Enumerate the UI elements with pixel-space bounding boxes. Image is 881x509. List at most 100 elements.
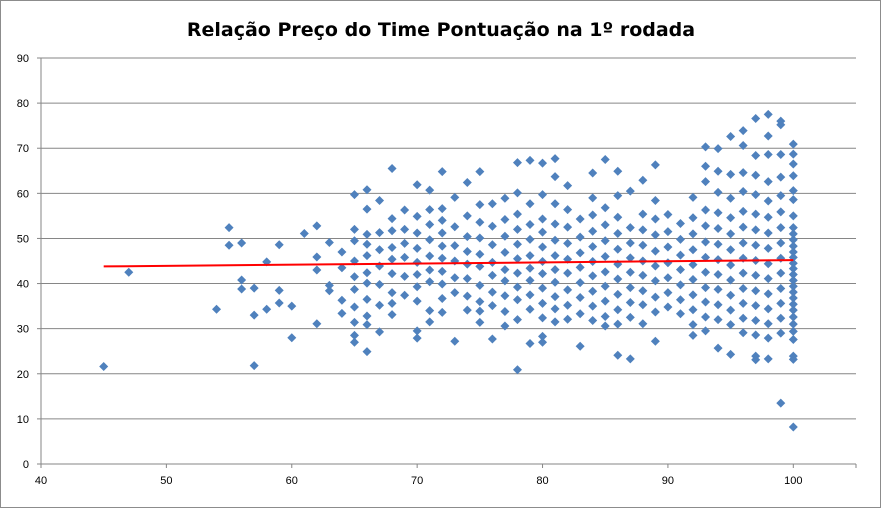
y-tick-label: 10 (17, 414, 29, 426)
data-point (337, 263, 347, 273)
data-point (425, 219, 435, 229)
data-point (563, 268, 573, 278)
data-point (425, 306, 435, 316)
data-point (751, 170, 761, 180)
data-point (512, 365, 522, 375)
data-point (538, 313, 548, 323)
data-point (650, 214, 660, 224)
y-tick-label: 20 (17, 369, 29, 381)
data-point (613, 274, 623, 284)
data-point (575, 248, 585, 258)
data-point (701, 283, 711, 293)
data-point (663, 242, 673, 252)
data-point (675, 280, 685, 290)
data-point (776, 328, 786, 338)
data-point (788, 211, 798, 221)
data-point (738, 222, 748, 232)
data-point (362, 239, 372, 249)
data-point (588, 226, 598, 236)
data-point (675, 250, 685, 260)
data-point (588, 193, 598, 203)
data-point (400, 252, 410, 262)
data-point (726, 260, 736, 270)
y-tick-label: 90 (17, 53, 29, 65)
data-point (450, 241, 460, 251)
data-point (763, 177, 773, 187)
data-point (312, 265, 322, 275)
data-point (751, 190, 761, 200)
data-point (788, 334, 798, 344)
x-tick-label: 50 (160, 475, 172, 487)
data-point (600, 236, 610, 246)
data-point (362, 229, 372, 239)
data-point (701, 267, 711, 277)
data-point (688, 245, 698, 255)
data-point (274, 285, 284, 295)
data-point (412, 180, 422, 190)
data-point (412, 326, 422, 336)
data-point (563, 285, 573, 295)
data-point (224, 240, 234, 250)
data-point (713, 239, 723, 249)
data-point (588, 168, 598, 178)
data-point (763, 274, 773, 284)
data-point (400, 224, 410, 234)
data-point (751, 270, 761, 280)
data-point (412, 257, 422, 267)
data-point (763, 212, 773, 222)
data-point (349, 284, 359, 294)
data-point (613, 289, 623, 299)
data-point (349, 272, 359, 282)
x-tick-label: 60 (286, 475, 298, 487)
data-point (124, 267, 134, 277)
y-tick-label: 70 (17, 143, 29, 155)
data-point (776, 298, 786, 308)
data-point (638, 225, 648, 235)
data-point (362, 268, 372, 278)
data-point (425, 277, 435, 287)
data-point (512, 209, 522, 219)
data-point (249, 310, 259, 320)
data-point (701, 237, 711, 247)
data-point (763, 319, 773, 329)
data-point (550, 154, 560, 164)
data-point (475, 217, 485, 227)
data-point (575, 341, 585, 351)
data-point (412, 270, 422, 280)
data-point (500, 247, 510, 257)
data-point (701, 297, 711, 307)
data-point (713, 343, 723, 353)
data-point (650, 336, 660, 346)
data-point (613, 350, 623, 360)
data-point (600, 321, 610, 331)
data-point (613, 166, 623, 176)
data-point (788, 171, 798, 181)
data-point (475, 297, 485, 307)
data-point (525, 251, 535, 261)
data-point (412, 333, 422, 343)
data-point (788, 275, 798, 285)
data-point (701, 221, 711, 231)
data-point (525, 234, 535, 244)
data-point (763, 304, 773, 314)
data-point (738, 141, 748, 151)
x-tick-label: 40 (35, 475, 47, 487)
data-point (788, 186, 798, 196)
data-point (349, 302, 359, 312)
data-point (349, 190, 359, 200)
data-point (425, 265, 435, 275)
data-point (538, 298, 548, 308)
data-point (738, 238, 748, 248)
data-point (512, 239, 522, 249)
data-point (550, 265, 560, 275)
data-point (688, 290, 698, 300)
data-point (412, 282, 422, 292)
data-point (713, 144, 723, 154)
data-point (751, 240, 761, 250)
data-point (638, 270, 648, 280)
data-point (387, 242, 397, 252)
data-point (788, 159, 798, 169)
data-point (437, 228, 447, 238)
y-tick-label: 40 (17, 279, 29, 291)
data-point (525, 275, 535, 285)
